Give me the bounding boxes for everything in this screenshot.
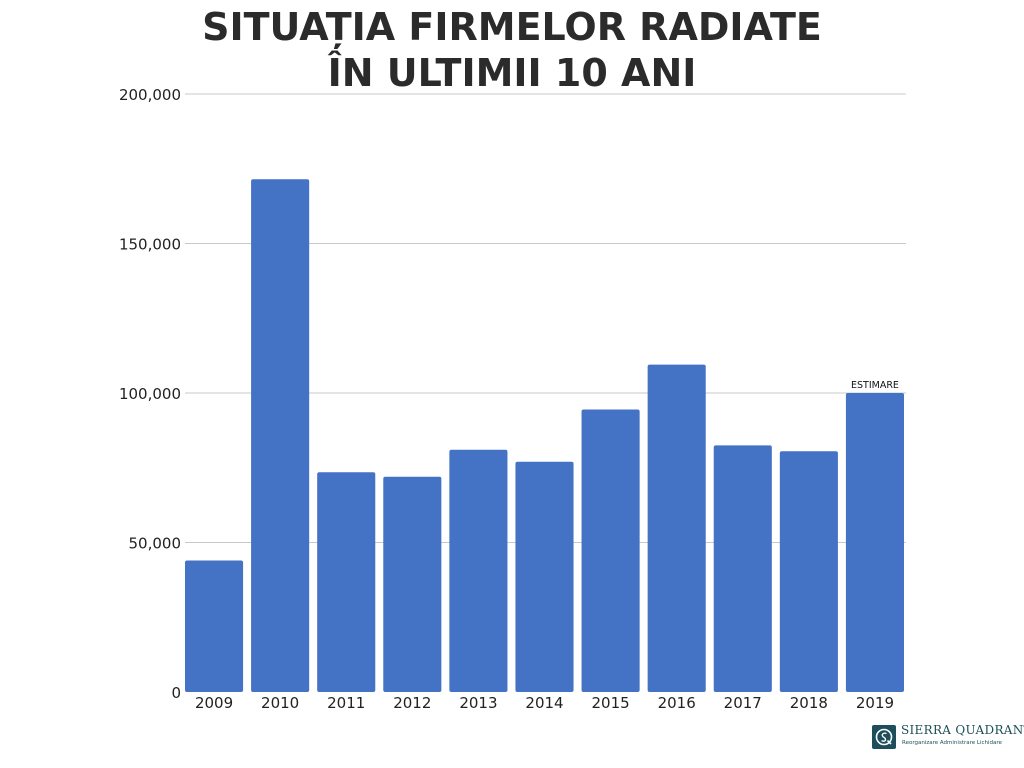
y-tick-label: 50,000 — [129, 535, 182, 553]
x-tick-label: 2012 — [393, 694, 431, 712]
bar — [449, 449, 508, 692]
bar — [647, 364, 706, 692]
y-tick-label: 100,000 — [119, 385, 181, 403]
x-tick-label: 2018 — [790, 694, 828, 712]
bar — [317, 472, 376, 692]
x-tick-label: 2019 — [856, 694, 894, 712]
x-tick-label: 2016 — [658, 694, 696, 712]
x-tick-label: 2011 — [327, 694, 365, 712]
bar — [581, 409, 640, 692]
x-tick-label: 2009 — [195, 694, 233, 712]
bar — [779, 451, 838, 692]
sierra-quadrant-logo: SIERRA QUADRANT Reorganizare Administrar… — [870, 722, 1024, 752]
bar — [845, 393, 904, 692]
x-tick-label: 2014 — [525, 694, 563, 712]
bar — [515, 461, 574, 692]
chart-title: SITUAȚIA FIRMELOR RADIATE ÎN ULTIMII 10 … — [0, 4, 1024, 96]
x-tick-label: 2017 — [724, 694, 762, 712]
bar — [383, 476, 442, 692]
y-tick-label: 150,000 — [119, 236, 181, 254]
bar — [713, 445, 772, 692]
logo-icon — [872, 725, 896, 749]
logo-name: SIERRA QUADRANT — [901, 723, 1024, 737]
x-tick-label: 2010 — [261, 694, 299, 712]
y-tick-label: 200,000 — [119, 86, 181, 104]
chart-title-line-1: SITUAȚIA FIRMELOR RADIATE — [202, 5, 822, 49]
bar — [251, 179, 310, 693]
chart-title-line-2: ÎN ULTIMII 10 ANI — [327, 51, 697, 95]
y-tick-label: 0 — [171, 684, 181, 702]
bar-annotation: ESTIMARE — [851, 380, 899, 391]
x-tick-label: 2015 — [591, 694, 629, 712]
bar — [185, 560, 244, 692]
logo-tagline: Reorganizare Administrare Lichidare — [902, 740, 1002, 746]
x-tick-label: 2013 — [459, 694, 497, 712]
